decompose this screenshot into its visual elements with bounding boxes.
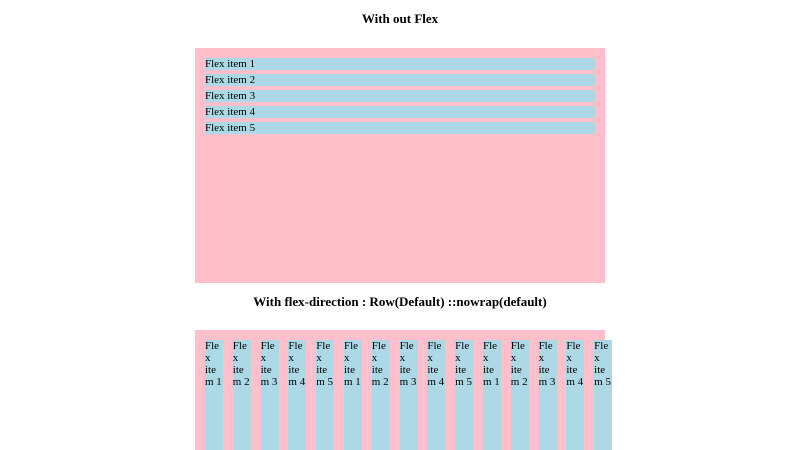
flex-item: Flex item 2 — [510, 340, 529, 450]
flex-item: Flex item 5 — [455, 340, 474, 450]
flex-item: Flex item 1 — [343, 340, 362, 450]
heading-without-flex: With out Flex — [361, 11, 439, 26]
flex-item: Flex item 1 — [482, 340, 501, 450]
block-item: Flex item 1 — [205, 58, 595, 70]
flex-container: Flex item 1 Flex item 2 Flex item 3 Flex… — [195, 330, 613, 450]
block-item: Flex item 4 — [205, 106, 595, 118]
flex-item: Flex item 5 — [316, 340, 335, 450]
flex-item: Flex item 4 — [566, 340, 585, 450]
flex-item: Flex item 1 — [205, 340, 223, 450]
flex-item: Flex item 5 — [594, 340, 613, 450]
block-item: Flex item 2 — [205, 74, 595, 86]
flex-item: Flex item 3 — [260, 340, 279, 450]
block-item: Flex item 5 — [205, 122, 595, 134]
flex-item: Flex item 2 — [371, 340, 390, 450]
flex-item: Flex item 2 — [232, 340, 251, 450]
heading-flex-row-nowrap: With flex-direction : Row(Default) ::now… — [253, 294, 547, 309]
block-item: Flex item 3 — [205, 90, 595, 102]
flex-item: Flex item 4 — [288, 340, 307, 450]
flex-item: Flex item 3 — [538, 340, 557, 450]
block-container: Flex item 1 Flex item 2 Flex item 3 Flex… — [195, 48, 605, 283]
flex-item: Flex item 3 — [399, 340, 418, 450]
flex-item: Flex item 4 — [427, 340, 446, 450]
